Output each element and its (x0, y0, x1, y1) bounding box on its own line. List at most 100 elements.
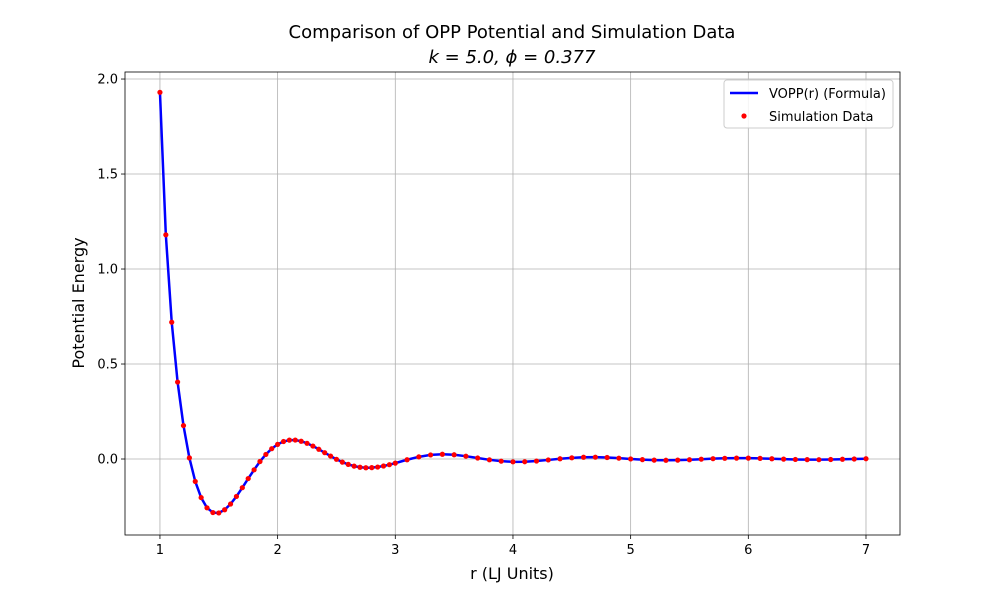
chart-title: Comparison of OPP Potential and Simulati… (289, 22, 736, 43)
x-tick-label: 4 (509, 543, 517, 558)
data-point (392, 460, 398, 466)
data-point (386, 462, 393, 468)
data-point (839, 456, 846, 462)
data-point (475, 455, 481, 461)
x-tick-label: 6 (744, 543, 752, 558)
data-point (580, 454, 587, 460)
legend-label: Simulation Data (769, 110, 873, 125)
data-point (828, 456, 834, 463)
data-point (545, 457, 551, 463)
data-point (339, 459, 345, 465)
data-point (522, 459, 528, 465)
data-point (222, 507, 228, 513)
data-point (351, 463, 357, 469)
data-point (251, 467, 257, 473)
data-point (269, 446, 275, 452)
data-point (292, 437, 298, 443)
data-point (322, 450, 328, 456)
data-point (851, 456, 857, 462)
data-point (357, 464, 363, 470)
data-point (227, 501, 234, 507)
data-point (175, 379, 181, 385)
legend-label: VOPP(r) (Formula) (769, 87, 886, 102)
data-point (722, 455, 728, 461)
y-tick-label: 2.0 (97, 73, 118, 88)
legend-swatch (741, 113, 747, 119)
data-point (816, 457, 822, 463)
data-point (186, 455, 192, 461)
data-point (316, 446, 322, 452)
data-point (239, 485, 245, 491)
data-point (557, 456, 563, 462)
data-point (616, 455, 622, 461)
data-point (257, 458, 263, 465)
data-point (651, 457, 657, 463)
data-point (263, 451, 269, 458)
data-point (180, 422, 187, 429)
data-point (333, 456, 340, 462)
data-point (363, 465, 369, 471)
data-point (463, 453, 469, 459)
data-point (686, 457, 693, 463)
data-point (345, 461, 351, 468)
plot-frame (124, 71, 901, 536)
y-tick-label: 1.5 (97, 168, 118, 183)
data-point (416, 454, 422, 460)
data-point (163, 232, 169, 238)
data-point (769, 456, 775, 462)
data-point (157, 89, 163, 95)
data-point (675, 457, 681, 463)
data-point (781, 456, 787, 462)
data-point (427, 452, 434, 458)
y-axis-label: Potential Energy (69, 237, 88, 368)
data-point (569, 455, 575, 461)
data-point (210, 509, 216, 516)
data-point (375, 464, 381, 470)
data-point (169, 319, 175, 325)
data-point (792, 456, 798, 463)
data-point (604, 454, 610, 461)
data-point (310, 443, 316, 449)
x-axis-label: r (LJ Units) (470, 564, 554, 583)
x-tick-label: 3 (391, 543, 399, 558)
data-point (639, 457, 646, 463)
data-point (757, 455, 763, 461)
data-point (304, 440, 310, 446)
data-point (628, 456, 634, 462)
data-point (404, 457, 410, 463)
data-point (710, 456, 716, 462)
x-tick-label: 2 (273, 543, 281, 558)
data-point (204, 505, 210, 511)
data-point (510, 459, 516, 465)
data-point (380, 463, 387, 469)
y-tick-label: 1.0 (97, 263, 118, 278)
data-point (698, 456, 704, 462)
legend-box (723, 79, 894, 129)
data-point (663, 457, 669, 463)
data-point (592, 454, 598, 460)
data-point (298, 438, 304, 444)
data-point (498, 458, 504, 464)
data-point (233, 493, 240, 500)
chart-subtitle: k = 5.0, ϕ = 0.377 (429, 47, 596, 68)
y-tick-label: 0.5 (97, 358, 118, 373)
data-point (863, 456, 869, 462)
data-point (439, 451, 445, 457)
data-point (327, 453, 334, 459)
data-point (275, 441, 281, 447)
data-point (286, 437, 292, 443)
x-tick-label: 1 (156, 543, 164, 558)
data-point (804, 457, 810, 463)
y-tick-label: 0.0 (97, 453, 118, 468)
x-tick-label: 7 (862, 543, 870, 558)
data-point (486, 457, 493, 463)
data-point (192, 478, 198, 485)
data-point (369, 465, 375, 471)
data-point (216, 510, 222, 516)
data-point (745, 455, 751, 461)
data-point (533, 458, 540, 464)
data-point (733, 455, 740, 461)
data-point (245, 475, 251, 482)
data-point (198, 494, 204, 501)
